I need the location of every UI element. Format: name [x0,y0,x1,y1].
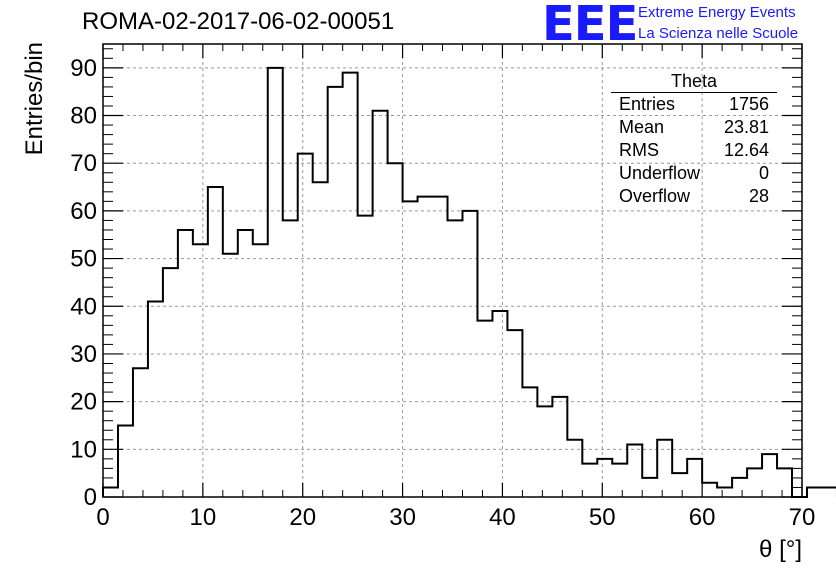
histogram-bin [268,68,283,497]
histogram-bin [193,244,208,497]
histogram-bin [537,406,552,497]
plot-frame [102,43,803,498]
axis-ticks [102,44,803,498]
histogram-bin [133,368,148,497]
x-axis-title: θ [°] [759,536,802,563]
histogram-bin [822,487,836,497]
histogram-bin [687,459,702,497]
x-tick-labels: 0 10 20 30 40 50 60 70 [96,504,815,531]
run-title: ROMA-02-2017-06-02-00051 [82,8,395,35]
x-tick-label: 60 [689,504,716,531]
stats-value: 12.64 [723,140,769,160]
logo-text-line2: La Scienza nelle Scuole [638,25,799,42]
histogram-bin [732,478,747,497]
eee-logo: EEE Extreme Energy Events La Scienza nel… [540,0,836,52]
histogram-bin [522,387,537,497]
histogram-bin [103,487,118,497]
histogram-bin [762,454,777,497]
histogram-bin [672,473,687,497]
stats-row-mean: Mean 23.81 [611,116,777,139]
y-tick-label: 80 [70,103,97,130]
x-tick-label: 0 [96,504,109,531]
histogram-bin [148,301,163,497]
histogram-bin [418,197,433,497]
histogram-bin [403,201,418,497]
histogram-bin [343,73,358,497]
x-tick-label: 30 [389,504,416,531]
stats-label: Overflow [619,186,691,206]
histogram-bin [627,445,642,497]
stats-row-overflow: Overflow 28 [611,185,777,208]
stats-row-rms: RMS 12.64 [611,139,777,162]
histogram-bin [747,468,762,497]
stats-label: Entries [619,94,676,114]
y-tick-label: 50 [70,246,97,273]
stats-row-underflow: Underflow 0 [611,162,777,185]
y-tick-label: 20 [70,389,97,416]
histogram-bin [208,187,223,497]
logo-text-line1: Extreme Energy Events [638,4,796,21]
histogram-bin [433,197,448,497]
histogram-bin [178,230,193,497]
histogram-bin [253,244,268,497]
histogram-bin [657,440,672,497]
histogram-bin [477,321,492,497]
x-tick-label: 10 [190,504,217,531]
histogram-bin [223,254,238,497]
histogram-series [102,66,836,498]
histogram-bin [328,87,343,497]
stats-label: RMS [619,140,659,160]
histogram-bin [597,459,612,497]
y-tick-labels: 0 10 20 30 40 50 60 70 80 90 [70,55,97,511]
histogram-bin [807,487,822,497]
y-axis-title: Entries/bin [21,42,48,155]
x-tick-label: 20 [289,504,316,531]
histogram-bin [642,478,657,497]
stats-value: 28 [748,186,769,206]
y-tick-label: 90 [70,55,97,82]
histogram-bin [283,220,298,497]
x-tick-label: 50 [589,504,616,531]
histogram-bin [358,216,373,497]
histogram-bin [238,230,253,497]
logo-mark: EEE [542,0,638,52]
histogram-bin [717,487,732,497]
stats-row-entries: Entries 1756 [611,93,777,116]
stats-box: Theta Entries 1756 Mean 23.81 RMS 12.64 … [611,71,777,208]
histogram-bin [118,425,133,497]
stats-value: 1756 [728,94,769,114]
y-tick-label: 0 [84,484,97,511]
y-tick-label: 30 [70,341,97,368]
y-tick-label: 60 [70,198,97,225]
histogram-bin [612,464,627,497]
histogram-bin [582,464,597,497]
histogram-bin [298,154,313,497]
y-tick-label: 10 [70,436,97,463]
histogram-bin [552,397,567,497]
histogram-bin [388,163,403,497]
stats-title: Theta [611,71,777,93]
x-tick-label: 40 [489,504,516,531]
histogram-bin [373,111,388,497]
y-tick-label: 40 [70,293,97,320]
stats-value: 23.81 [723,117,769,137]
x-tick-label: 70 [789,504,816,531]
stats-label: Underflow [619,163,701,183]
histogram-bin [492,311,507,497]
histogram-bin [507,330,522,497]
y-tick-label: 70 [70,150,97,177]
histogram-bin [702,483,717,497]
stats-label: Mean [619,117,665,137]
histogram-bin [448,220,463,497]
histogram-bin [777,468,792,497]
histogram-bin [567,440,582,497]
histogram-bin [163,268,178,497]
stats-value: 0 [758,163,769,183]
grid-lines [103,44,802,497]
